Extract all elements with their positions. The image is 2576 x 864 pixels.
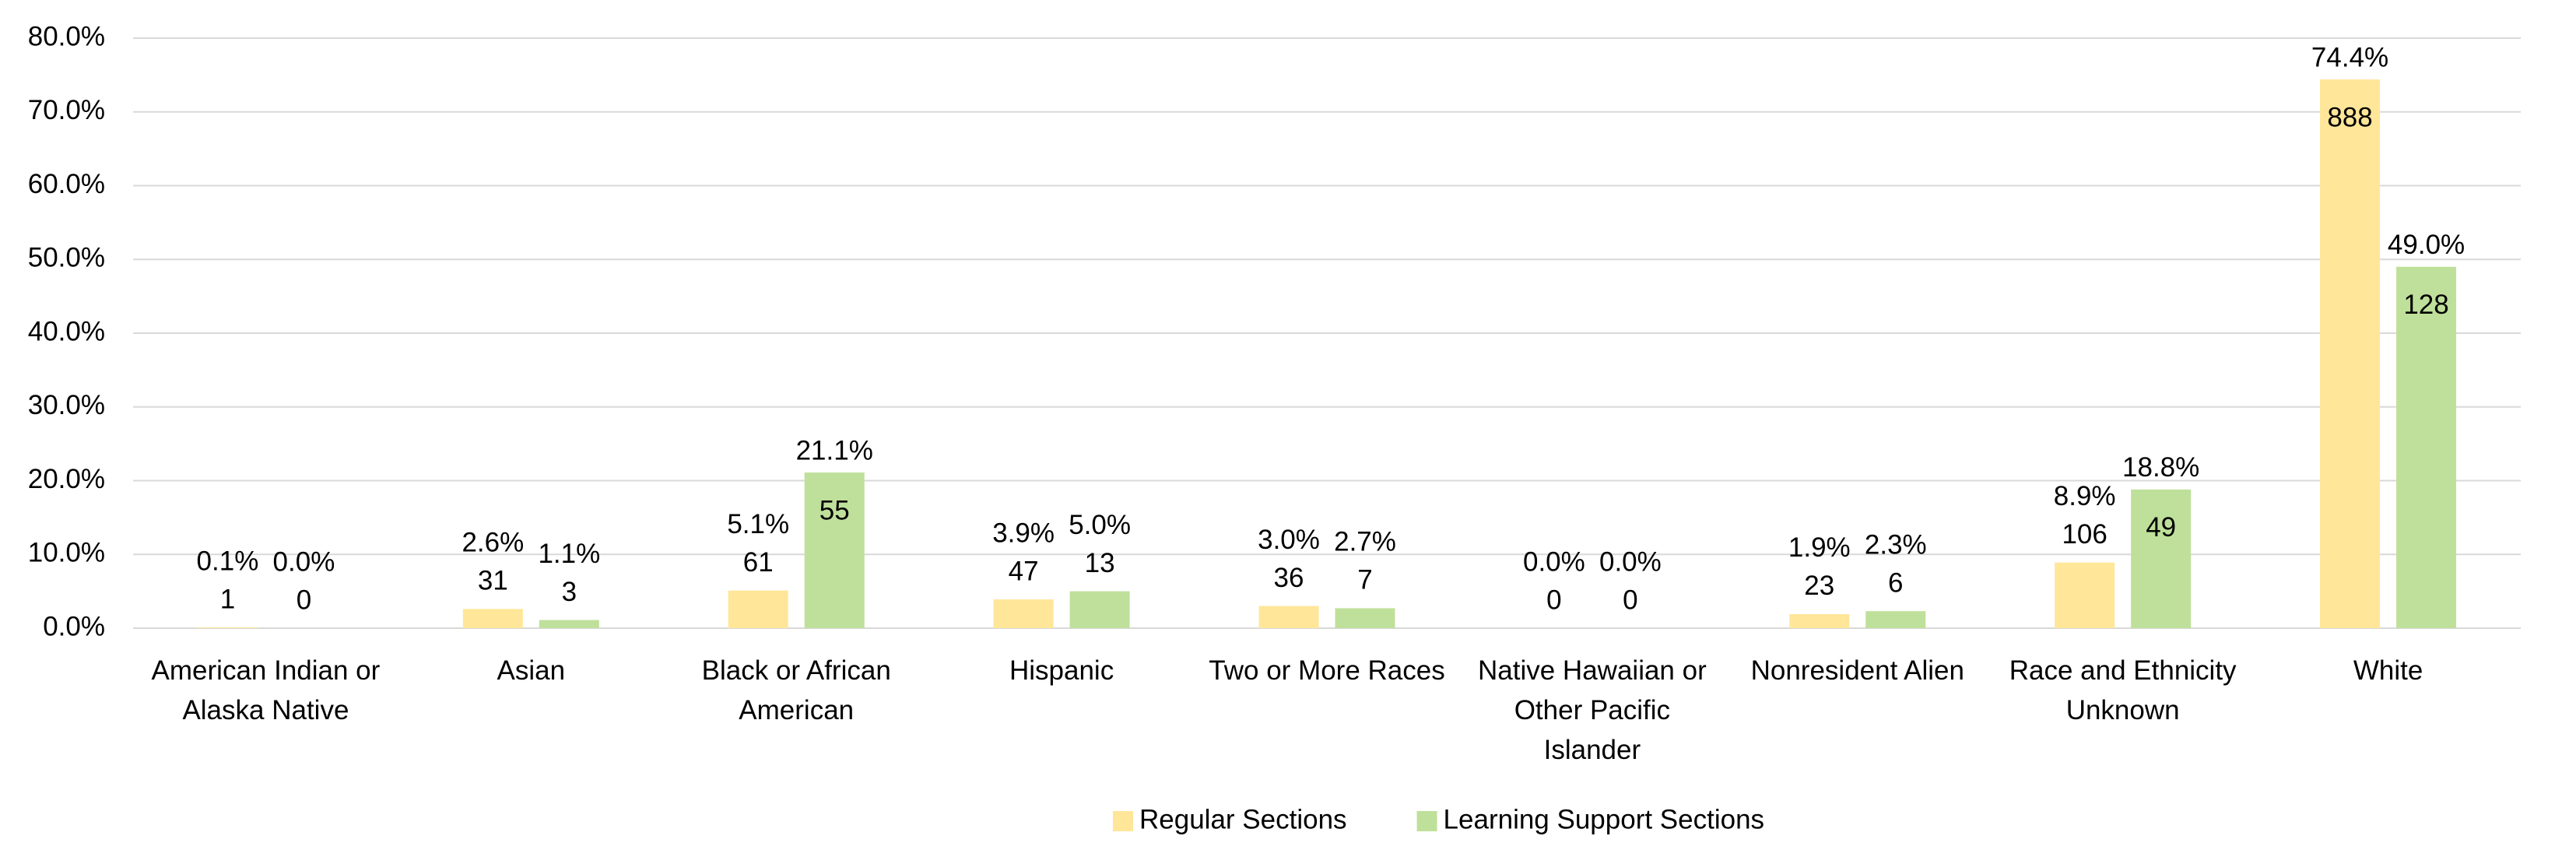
count-label: 106 [2062,519,2107,550]
value-label: 2.7% [1334,527,1396,557]
count-label: 1 [220,584,235,614]
y-tick-label: 70.0% [28,95,105,125]
value-label: 2.6% [462,528,524,558]
legend-label: Regular Sections [1139,804,1347,834]
count-label: 36 [1274,563,1304,593]
y-tick-label: 50.0% [28,243,105,273]
x-tick-label: Nonresident Alien [1750,655,1964,686]
y-tick-label: 80.0% [28,21,105,51]
count-label: 888 [2327,102,2372,132]
bar [539,620,599,628]
value-label: 3.9% [992,518,1055,548]
count-label: 49 [2146,512,2176,543]
value-label: 5.0% [1069,510,1131,540]
y-tick-label: 60.0% [28,169,105,199]
count-label: 55 [819,495,850,525]
bar [804,472,865,628]
count-label: 23 [1804,571,1834,601]
bar [1069,591,1130,628]
value-label: 0.0% [1523,546,1585,577]
value-label: 3.0% [1258,525,1320,555]
bar [462,609,523,628]
y-tick-label: 30.0% [28,390,105,420]
bar [2131,489,2192,628]
value-label: 21.1% [796,435,873,465]
legend-swatch [1113,811,1133,831]
count-label: 7 [1357,565,1372,595]
x-tick-label: Two or More Races [1209,655,1445,686]
bar [197,627,258,628]
value-label: 0.0% [1599,546,1662,577]
value-label: 8.9% [2054,481,2116,511]
value-label: 1.1% [538,539,600,569]
count-label: 3 [562,577,577,607]
value-label: 0.1% [197,546,259,576]
value-label: 1.9% [1788,532,1851,563]
x-tick-label: White [2353,655,2423,686]
bar [1335,608,1395,628]
count-label: 0 [297,585,311,615]
y-tick-label: 10.0% [28,538,105,568]
x-tick-label: Native Hawaiian or Other Pacific Islande… [1478,655,1707,765]
bar [993,599,1054,628]
count-label: 128 [2403,290,2448,320]
count-label: 61 [743,547,774,578]
count-label: 6 [1888,567,1903,598]
x-tick-label: Black or African American [701,655,891,725]
bar [2396,266,2457,628]
value-label: 49.0% [2388,230,2465,260]
value-label: 0.0% [273,546,335,577]
count-label: 0 [1623,585,1637,615]
bar [2055,562,2115,628]
value-label: 2.3% [1865,529,1927,560]
y-tick-label: 40.0% [28,316,105,346]
value-label: 18.8% [2122,452,2199,483]
x-tick-label: Asian [497,655,566,686]
value-label: 5.1% [727,509,789,539]
bar [728,590,788,628]
count-label: 31 [478,566,508,596]
count-label: 13 [1085,548,1115,578]
y-tick-label: 0.0% [43,611,105,641]
bar [1789,613,1850,628]
x-tick-label: American Indian or Alaska Native [151,655,381,725]
bar [1865,611,1926,628]
y-tick-label: 20.0% [28,464,105,494]
count-label: 0 [1546,585,1561,615]
x-tick-label: Race and Ethnicity Unknown [2009,655,2237,725]
count-label: 47 [1009,556,1039,586]
bar [2320,79,2381,628]
legend-swatch [1416,811,1437,831]
value-label: 74.4% [2311,42,2388,72]
x-tick-label: Hispanic [1009,655,1114,686]
legend-label: Learning Support Sections [1444,804,1765,834]
bar [1258,606,1319,628]
